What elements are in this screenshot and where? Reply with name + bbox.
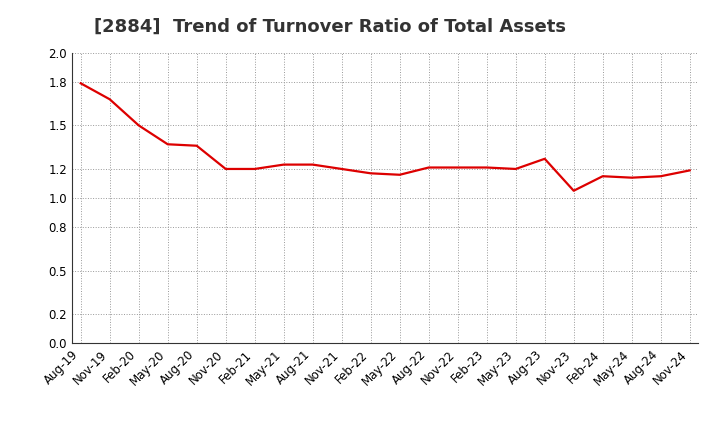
Text: [2884]  Trend of Turnover Ratio of Total Assets: [2884] Trend of Turnover Ratio of Total … bbox=[94, 18, 566, 36]
